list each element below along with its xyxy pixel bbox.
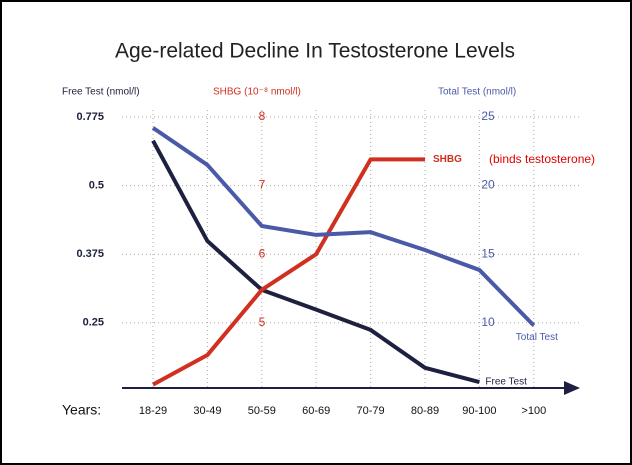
x-tick-label: >100: [521, 405, 546, 417]
x-tick-label: 50-59: [248, 405, 276, 417]
y-tick-label: 0.5: [89, 180, 104, 192]
x-tick-label: 70-79: [357, 405, 385, 417]
y2-tick-label: 5: [259, 315, 266, 329]
y-tick-label: 0.375: [76, 248, 104, 260]
series-label: Free Test: [485, 377, 527, 388]
y2-tick-label: 8: [259, 109, 266, 123]
x-tick-label: 60-69: [302, 405, 330, 417]
x-tick-label: 30-49: [193, 405, 221, 417]
y3-tick-label: 15: [481, 246, 495, 260]
y3-tick-label: 25: [481, 109, 495, 123]
x-axis-title: Years:: [62, 402, 101, 418]
y3-tick-label: 20: [481, 178, 495, 192]
y-axis-title: Free Test (nmol/l): [62, 87, 140, 98]
annotation: (binds testosterone): [489, 152, 595, 166]
y3-tick-label: 10: [481, 315, 495, 329]
series-label: SHBG: [433, 154, 462, 165]
x-tick-label: 80-89: [411, 405, 439, 417]
series-line: [152, 157, 425, 387]
y2-tick-label: 7: [259, 178, 266, 192]
series-line: [151, 126, 536, 327]
series-label: Total Test: [516, 332, 558, 343]
y-tick-label: 0.775: [76, 111, 104, 123]
y-tick-label: 0.25: [83, 317, 104, 329]
series-line: [151, 139, 480, 385]
chart-title: Age-related Decline In Testosterone Leve…: [115, 40, 515, 63]
y2-axis-title: SHBG (10⁻⁸ nmol/l): [213, 87, 301, 98]
y2-tick-label: 6: [259, 246, 266, 260]
y3-axis-title: Total Test (nmol/l): [438, 87, 516, 98]
x-axis-arrow: [564, 381, 580, 395]
x-tick-label: 18-29: [139, 405, 167, 417]
x-tick-label: 90-100: [462, 405, 496, 417]
